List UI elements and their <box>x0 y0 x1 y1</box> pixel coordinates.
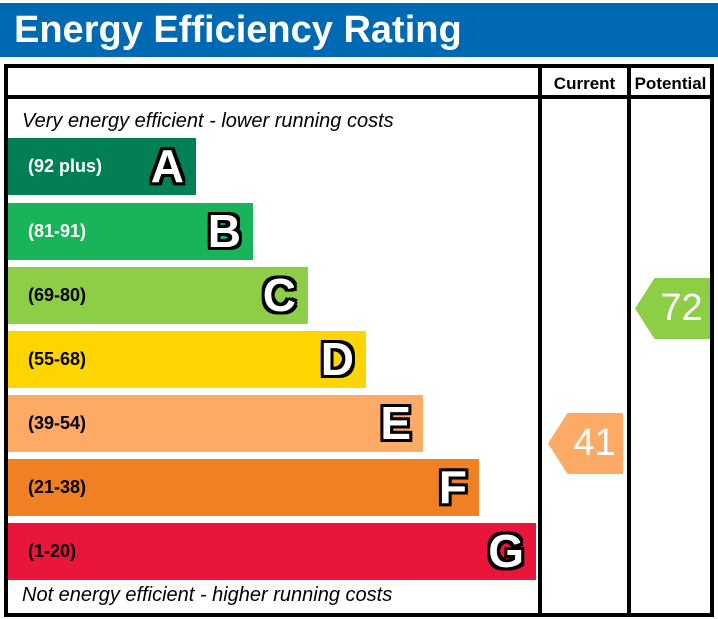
band-d: (55-68) D <box>8 331 366 388</box>
bottom-note: Not energy efficient - higher running co… <box>22 584 393 606</box>
band-d-letter: D <box>320 333 354 385</box>
band-e-range-label: (39-54) <box>28 413 87 433</box>
band-d-range-label: (55-68) <box>28 349 87 369</box>
band-c-letter: C <box>262 269 296 321</box>
band-a-letter: A <box>150 140 184 192</box>
band-g-range-label: (1-20) <box>28 541 77 561</box>
rating-table: Current Potential Very energy efficient … <box>4 64 714 617</box>
current-rating-arrow: 41 <box>548 413 623 474</box>
band-c: (69-80) C <box>8 267 308 324</box>
table-header-row: Current Potential <box>8 68 710 99</box>
band-c-range-label: (69-80) <box>28 285 87 305</box>
potential-column-divider <box>627 68 631 613</box>
page-title: Energy Efficiency Rating <box>14 8 462 51</box>
current-column-divider <box>538 68 542 613</box>
title-bar: Energy Efficiency Rating <box>0 3 718 57</box>
current-rating-value: 41 <box>573 422 616 464</box>
band-b-letter: B <box>207 205 241 257</box>
top-note: Very energy efficient - lower running co… <box>22 110 394 132</box>
band-f: (21-38) F <box>8 459 479 516</box>
band-e-letter: E <box>380 397 411 449</box>
band-f-range-label: (21-38) <box>28 477 87 497</box>
band-g-letter: G <box>488 525 524 577</box>
band-b: (81-91) B <box>8 203 253 260</box>
potential-rating-arrow: 72 <box>635 278 710 339</box>
band-a-range-label: (92 plus) <box>28 156 103 176</box>
current-column-header: Current <box>553 73 616 93</box>
potential-rating-value: 72 <box>660 287 703 329</box>
band-g: (1-20) G <box>8 523 536 580</box>
band-b-range-label: (81-91) <box>28 221 87 241</box>
band-f-letter: F <box>438 461 467 513</box>
band-e: (39-54) E <box>8 395 423 452</box>
potential-column-header: Potential <box>634 73 707 93</box>
band-a: (92 plus) A <box>8 138 196 195</box>
